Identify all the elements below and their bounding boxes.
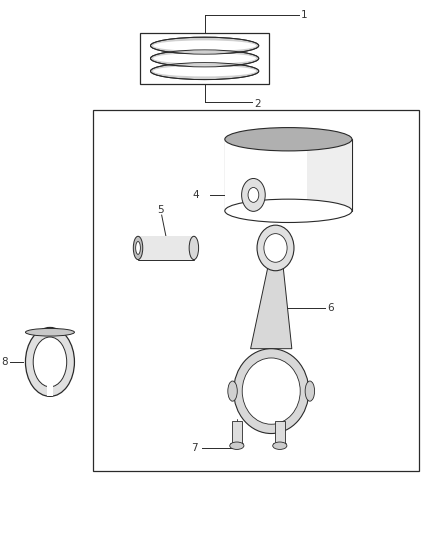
Ellipse shape	[25, 327, 74, 397]
Bar	[46, 372, 53, 397]
Text: 2: 2	[254, 99, 261, 109]
Bar	[138, 236, 194, 260]
Ellipse shape	[153, 53, 256, 63]
Ellipse shape	[153, 66, 256, 76]
Ellipse shape	[305, 381, 314, 401]
Ellipse shape	[242, 358, 300, 424]
Ellipse shape	[225, 127, 352, 151]
Ellipse shape	[233, 349, 309, 433]
Text: 7: 7	[191, 443, 198, 453]
Text: 1: 1	[301, 10, 308, 20]
Text: 4: 4	[192, 190, 199, 200]
Ellipse shape	[153, 41, 256, 51]
Text: 6: 6	[327, 303, 334, 313]
Text: 5: 5	[157, 205, 164, 215]
Ellipse shape	[273, 442, 287, 449]
Bar	[140, 33, 269, 84]
Ellipse shape	[136, 241, 141, 254]
Polygon shape	[251, 268, 292, 349]
Ellipse shape	[242, 179, 265, 212]
Ellipse shape	[257, 225, 294, 271]
Ellipse shape	[228, 381, 237, 401]
Ellipse shape	[151, 50, 259, 67]
Bar	[275, 421, 285, 446]
Polygon shape	[307, 139, 352, 211]
Bar	[93, 110, 420, 471]
Ellipse shape	[264, 233, 287, 262]
Ellipse shape	[33, 337, 67, 387]
Ellipse shape	[189, 236, 198, 260]
Ellipse shape	[151, 63, 259, 79]
Ellipse shape	[248, 188, 259, 203]
Ellipse shape	[25, 328, 74, 336]
Bar	[232, 421, 242, 446]
Polygon shape	[225, 139, 352, 211]
Ellipse shape	[225, 199, 352, 222]
Ellipse shape	[151, 37, 259, 54]
Text: 8: 8	[2, 357, 8, 367]
Ellipse shape	[230, 442, 244, 449]
Ellipse shape	[133, 236, 143, 260]
